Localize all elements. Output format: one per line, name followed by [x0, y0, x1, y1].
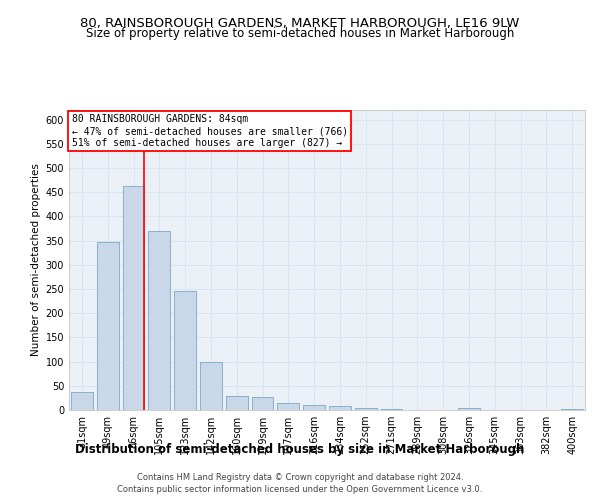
Text: 80, RAINSBOROUGH GARDENS, MARKET HARBOROUGH, LE16 9LW: 80, RAINSBOROUGH GARDENS, MARKET HARBORO…	[80, 18, 520, 30]
Bar	[122, 186, 145, 410]
Bar	[355, 408, 377, 410]
Y-axis label: Number of semi-detached properties: Number of semi-detached properties	[31, 164, 41, 356]
Text: Contains public sector information licensed under the Open Government Licence v3: Contains public sector information licen…	[118, 485, 482, 494]
Bar	[251, 397, 274, 410]
Bar	[71, 392, 93, 410]
Bar	[226, 396, 248, 410]
Text: 80 RAINSBOROUGH GARDENS: 84sqm
← 47% of semi-detached houses are smaller (766)
5: 80 RAINSBOROUGH GARDENS: 84sqm ← 47% of …	[71, 114, 348, 148]
Bar	[148, 231, 170, 410]
Text: Contains HM Land Registry data © Crown copyright and database right 2024.: Contains HM Land Registry data © Crown c…	[137, 472, 463, 482]
Bar	[329, 406, 351, 410]
Text: Size of property relative to semi-detached houses in Market Harborough: Size of property relative to semi-detach…	[86, 28, 514, 40]
Bar	[200, 362, 222, 410]
Bar	[97, 242, 119, 410]
Bar	[458, 408, 480, 410]
Bar	[303, 404, 325, 410]
Bar	[380, 409, 403, 410]
Bar	[174, 291, 196, 410]
Bar	[277, 402, 299, 410]
Text: Distribution of semi-detached houses by size in Market Harborough: Distribution of semi-detached houses by …	[76, 442, 524, 456]
Bar	[561, 408, 583, 410]
